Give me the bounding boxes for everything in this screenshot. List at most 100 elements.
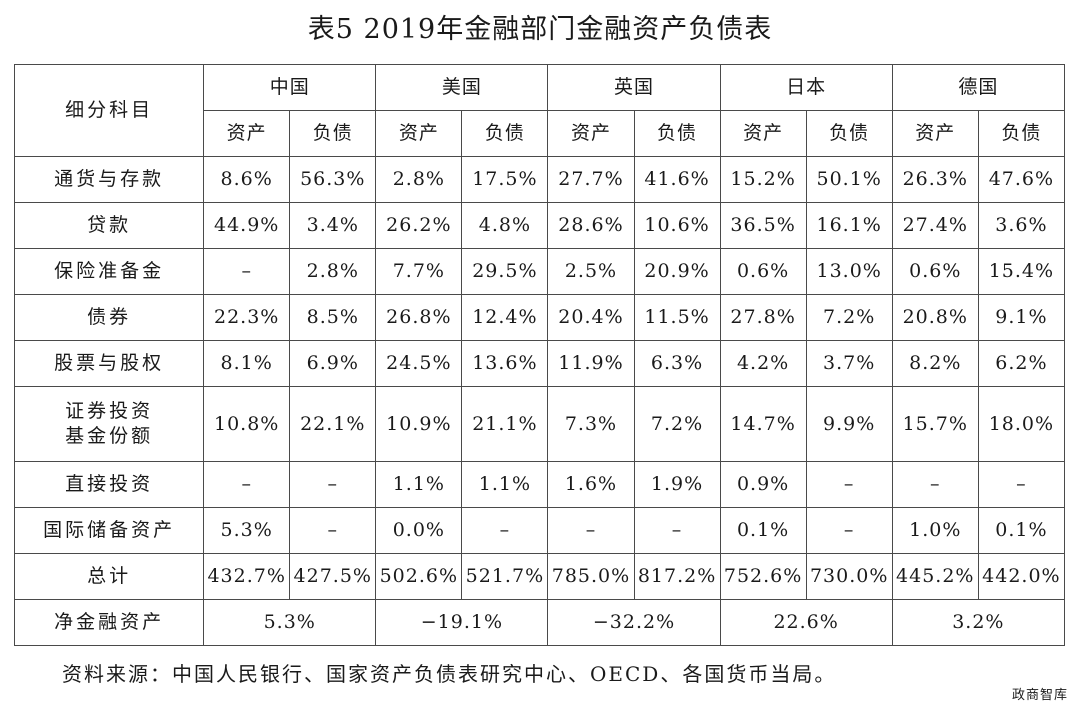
table-cell: 6.3% <box>633 340 721 387</box>
table-cell: 785.0% <box>547 553 635 600</box>
row-label: 总计 <box>13 553 205 600</box>
sub-header: 负债 <box>461 110 549 157</box>
table-cell: 7.2% <box>633 386 721 462</box>
table-row: 国际储备资产 5.3% – 0.0% – – – 0.1% – 1.0% 0.1… <box>13 507 1066 554</box>
row-label: 保险准备金 <box>13 248 205 295</box>
table-cell: – <box>203 248 291 295</box>
table-cell: 20.9% <box>633 248 721 295</box>
table-cell: 36.5% <box>719 202 807 249</box>
table-cell: 27.8% <box>719 294 807 341</box>
table-cell: 26.2% <box>375 202 463 249</box>
table-cell: 56.3% <box>289 156 377 203</box>
table-cell: – <box>461 507 549 554</box>
table-cell: 0.0% <box>375 507 463 554</box>
row-label-line2: 基金份额 <box>65 425 154 447</box>
net-cell: −32.2% <box>547 599 721 646</box>
table-cell: 20.8% <box>891 294 979 341</box>
table-cell: 44.9% <box>203 202 291 249</box>
table-cell: 27.7% <box>547 156 635 203</box>
table-cell: 442.0% <box>977 553 1066 600</box>
net-cell: 22.6% <box>719 599 893 646</box>
table-row-net-assets: 净金融资产 5.3% −19.1% −32.2% 22.6% 3.2% <box>13 599 1066 646</box>
country-header: 中国 <box>203 64 377 111</box>
table-cell: 22.3% <box>203 294 291 341</box>
table-cell: 7.7% <box>375 248 463 295</box>
sub-header: 负债 <box>289 110 377 157</box>
table-cell: 26.8% <box>375 294 463 341</box>
table-cell: 1.1% <box>375 461 463 508</box>
table-cell: 4.2% <box>719 340 807 387</box>
row-label: 贷款 <box>13 202 205 249</box>
table-row: 证券投资 基金份额 10.8% 22.1% 10.9% 21.1% 7.3% 7… <box>13 386 1066 462</box>
table-row: 贷款 44.9% 3.4% 26.2% 4.8% 28.6% 10.6% 36.… <box>13 202 1066 249</box>
sub-header: 负债 <box>977 110 1066 157</box>
table-cell: 13.6% <box>461 340 549 387</box>
table-cell: – <box>203 461 291 508</box>
table-cell: 0.6% <box>719 248 807 295</box>
table-cell: – <box>977 461 1066 508</box>
table-cell: 5.3% <box>203 507 291 554</box>
sub-header: 负债 <box>805 110 893 157</box>
row-label: 证券投资 基金份额 <box>13 386 205 462</box>
country-header: 德国 <box>891 64 1066 111</box>
table-cell: 29.5% <box>461 248 549 295</box>
table-cell: 11.5% <box>633 294 721 341</box>
table-cell: 18.0% <box>977 386 1066 462</box>
row-label: 国际储备资产 <box>13 507 205 554</box>
table-cell: 521.7% <box>461 553 549 600</box>
table-cell: 16.1% <box>805 202 893 249</box>
table-cell: 2.8% <box>289 248 377 295</box>
table-cell: 10.6% <box>633 202 721 249</box>
table-row-total: 总计 432.7% 427.5% 502.6% 521.7% 785.0% 81… <box>13 553 1066 600</box>
table-cell: 0.6% <box>891 248 979 295</box>
net-cell: −19.1% <box>375 599 549 646</box>
table-cell: 817.2% <box>633 553 721 600</box>
sub-header: 资产 <box>547 110 635 157</box>
table-cell: 1.0% <box>891 507 979 554</box>
source-note: 资料来源：中国人民银行、国家资产负债表研究中心、OECD、各国货币当局。 <box>62 662 837 686</box>
table-cell: 1.1% <box>461 461 549 508</box>
table-cell: 11.9% <box>547 340 635 387</box>
table-cell: 9.1% <box>977 294 1066 341</box>
net-cell: 5.3% <box>203 599 377 646</box>
sub-header: 资产 <box>891 110 979 157</box>
table-cell: 26.3% <box>891 156 979 203</box>
country-header: 日本 <box>719 64 893 111</box>
table-cell: 445.2% <box>891 553 979 600</box>
table-cell: – <box>289 507 377 554</box>
table-cell: – <box>547 507 635 554</box>
row-label: 通货与存款 <box>13 156 205 203</box>
watermark-text: 政商智库 <box>1011 688 1068 703</box>
net-cell: 3.2% <box>891 599 1066 646</box>
table-cell: – <box>633 507 721 554</box>
table-cell: 10.8% <box>203 386 291 462</box>
header-row-subheaders: 资产 负债 资产 负债 资产 负债 资产 负债 资产 负债 <box>15 110 1066 157</box>
row-label: 净金融资产 <box>13 599 205 646</box>
table-row: 保险准备金 – 2.8% 7.7% 29.5% 2.5% 20.9% 0.6% … <box>13 248 1066 295</box>
table-row: 直接投资 – – 1.1% 1.1% 1.6% 1.9% 0.9% – – – <box>13 461 1066 508</box>
table-cell: 28.6% <box>547 202 635 249</box>
sub-header: 资产 <box>203 110 291 157</box>
table-row: 股票与股权 8.1% 6.9% 24.5% 13.6% 11.9% 6.3% 4… <box>13 340 1066 387</box>
table-cell: 8.5% <box>289 294 377 341</box>
sub-header: 资产 <box>375 110 463 157</box>
table-cell: 0.1% <box>719 507 807 554</box>
table-cell: 730.0% <box>805 553 893 600</box>
table-cell: 24.5% <box>375 340 463 387</box>
table-cell: 50.1% <box>805 156 893 203</box>
table-cell: 15.7% <box>891 386 979 462</box>
financial-balance-sheet-table: 细分科目 中国 美国 英国 日本 德国 资产 负债 资产 负债 资产 负债 资产… <box>13 64 1066 646</box>
table-cell: 15.4% <box>977 248 1066 295</box>
table-cell: 427.5% <box>289 553 377 600</box>
table-row: 通货与存款 8.6% 56.3% 2.8% 17.5% 27.7% 41.6% … <box>13 156 1066 203</box>
table-cell: 7.3% <box>547 386 635 462</box>
table-row: 债券 22.3% 8.5% 26.8% 12.4% 20.4% 11.5% 27… <box>13 294 1066 341</box>
table-cell: – <box>289 461 377 508</box>
table-cell: – <box>891 461 979 508</box>
table-cell: 0.9% <box>719 461 807 508</box>
table-cell: 41.6% <box>633 156 721 203</box>
header-row-countries: 细分科目 中国 美国 英国 日本 德国 <box>13 64 1066 157</box>
table-cell: 8.6% <box>203 156 291 203</box>
sub-header: 负债 <box>633 110 721 157</box>
country-header: 美国 <box>375 64 549 111</box>
